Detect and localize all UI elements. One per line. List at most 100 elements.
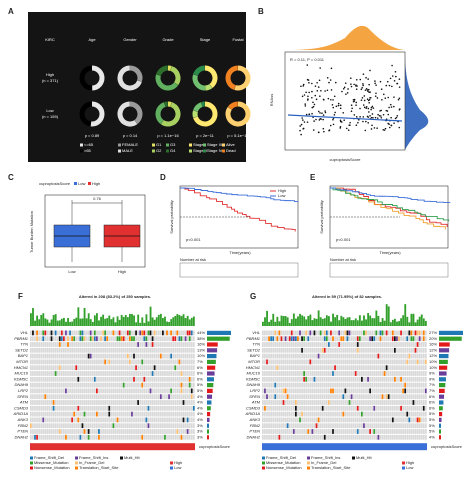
oncoprint-cell xyxy=(344,376,347,382)
scatter-point xyxy=(322,127,325,130)
oncoprint-cell xyxy=(118,365,121,371)
oncoprint-cell xyxy=(137,371,140,376)
oncoprint-cell xyxy=(133,400,135,405)
oncoprint-cell xyxy=(406,330,409,336)
scatter-point xyxy=(306,64,309,66)
oncoprint-cell xyxy=(114,359,117,365)
oncoprint-cell xyxy=(321,411,324,417)
oncoprint-cell xyxy=(303,330,306,336)
oncoprint-cell xyxy=(54,371,57,376)
gene-percent: 12% xyxy=(429,353,437,358)
oncoprint-cell xyxy=(100,336,102,342)
scatter-point xyxy=(339,104,342,107)
oncoprint-cell xyxy=(174,417,177,423)
scatter-point xyxy=(360,99,363,101)
oncoprint-cell xyxy=(363,347,365,353)
oncoprint-cell xyxy=(352,429,355,434)
oncoprint-cell xyxy=(46,434,49,440)
oncoprint-cell xyxy=(126,434,129,440)
oncoprint-cell xyxy=(50,429,53,434)
oncoprint-cell xyxy=(356,376,359,382)
oncoprint-cell xyxy=(129,353,131,359)
oncoprint-cell xyxy=(315,388,318,394)
oncoprint-cell xyxy=(159,342,162,347)
oncoprint-cell xyxy=(278,423,281,429)
survival-curve xyxy=(330,187,448,228)
oncoprint-cell xyxy=(389,411,392,417)
oncoprint-cell xyxy=(190,417,193,423)
tmb-bar xyxy=(89,319,92,326)
oncoprint-cell xyxy=(172,405,175,411)
oncoprint-cell xyxy=(81,411,84,417)
oncoprint-cell xyxy=(52,376,55,382)
oncoprint-cell xyxy=(305,405,308,411)
oncoprint-cell xyxy=(174,347,177,353)
oncoprint-cell xyxy=(104,365,107,371)
oncoprint-cell xyxy=(71,342,74,347)
donut-segment xyxy=(156,65,169,76)
oncoprint-cell xyxy=(303,371,306,376)
tmb-bar xyxy=(297,316,299,326)
oncoprint-cell xyxy=(272,371,275,376)
oncoprint-cell xyxy=(276,388,279,394)
oncoprint-cell xyxy=(77,394,80,400)
oncoprint-cell xyxy=(297,417,299,423)
oncoprint-cell xyxy=(81,394,84,400)
oncoprint-cell xyxy=(389,353,392,359)
oncoprint-cell xyxy=(292,376,295,382)
oncoprint-cell xyxy=(52,347,55,353)
oncoprint-cell xyxy=(155,394,158,400)
oncoprint-cell xyxy=(284,429,287,434)
oncoprint-cell xyxy=(385,347,388,353)
oncoprint-cell xyxy=(32,394,34,400)
oncoprint-cell xyxy=(414,417,417,423)
oncoprint-cell xyxy=(54,342,57,347)
oncoprint-cell xyxy=(367,365,369,371)
oncoprint-cell xyxy=(93,423,96,429)
oncoprint-cell xyxy=(321,336,324,342)
oncoprint-cell xyxy=(168,417,170,423)
oncoprint-cell xyxy=(321,423,324,429)
oncoprint-cell xyxy=(354,342,357,347)
oncoprint-cell xyxy=(135,359,137,365)
oncoprint-cell xyxy=(112,353,115,359)
oncoprint-cell xyxy=(422,388,425,394)
tmb-bar xyxy=(272,313,275,326)
oncoprint-cell xyxy=(391,353,394,359)
oncoprint-cell xyxy=(124,423,127,429)
oncoprint-cell xyxy=(42,382,45,388)
oncoprint-cell xyxy=(131,359,133,365)
scatter-point xyxy=(382,128,385,131)
oncoprint-cell xyxy=(377,359,380,365)
oncoprint-cell xyxy=(280,400,283,405)
oncoprint-cell xyxy=(418,417,421,423)
gene-percent: 5% xyxy=(197,382,203,387)
y-axis-label: Tumor Burden Mutation xyxy=(29,211,34,253)
oncoprint-cell xyxy=(412,394,415,400)
oncoprint-cell xyxy=(85,347,88,353)
oncoprint-cell xyxy=(383,411,386,417)
tmb-bar xyxy=(313,318,316,326)
gene-label: DNAH9 xyxy=(246,382,260,387)
oncoprint-cell xyxy=(91,405,94,411)
oncoprint-cell xyxy=(398,423,400,429)
oncoprint-cell xyxy=(131,434,133,440)
oncoprint-cell xyxy=(282,376,285,382)
oncoprint-cell xyxy=(270,388,273,394)
oncoprint-cell xyxy=(385,400,388,405)
oncoprint-cell xyxy=(412,411,415,417)
oncoprint-cell xyxy=(192,382,195,388)
oncoprint-cell xyxy=(145,359,148,365)
oncoprint-cell xyxy=(131,417,133,423)
oncoprint-cell xyxy=(371,347,374,353)
oncoprint-cell xyxy=(102,429,104,434)
oncoprint-cell xyxy=(400,336,402,342)
scatter-point xyxy=(314,94,317,97)
scatter-point xyxy=(391,64,393,67)
oncoprint-cell xyxy=(264,394,266,400)
oncoprint-cell xyxy=(332,388,334,394)
row-label: Low xyxy=(46,108,53,113)
oncoprint-cell xyxy=(365,429,367,434)
oncoprint-cell xyxy=(114,382,117,388)
risk-table xyxy=(329,262,449,278)
